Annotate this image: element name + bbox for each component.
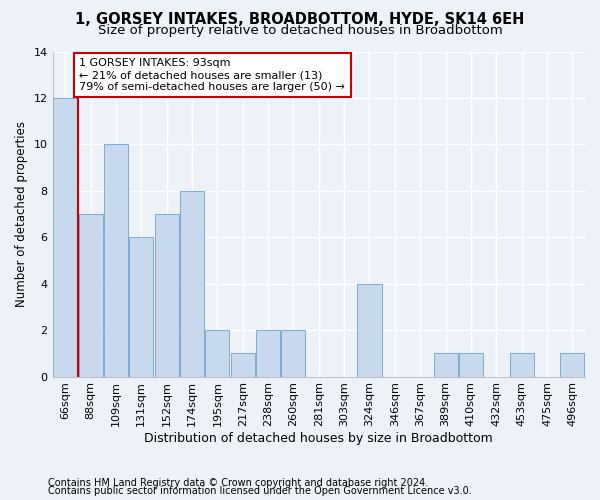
Bar [256, 330, 280, 376]
Bar [180, 191, 204, 376]
Bar [230, 354, 255, 376]
Bar [53, 98, 77, 376]
Bar [560, 354, 584, 376]
Text: 1, GORSEY INTAKES, BROADBOTTOM, HYDE, SK14 6EH: 1, GORSEY INTAKES, BROADBOTTOM, HYDE, SK… [76, 12, 524, 28]
Text: Contains HM Land Registry data © Crown copyright and database right 2024.: Contains HM Land Registry data © Crown c… [48, 478, 428, 488]
Text: Size of property relative to detached houses in Broadbottom: Size of property relative to detached ho… [98, 24, 502, 37]
Bar [358, 284, 382, 376]
Bar [129, 238, 154, 376]
Bar [79, 214, 103, 376]
Text: 1 GORSEY INTAKES: 93sqm
← 21% of detached houses are smaller (13)
79% of semi-de: 1 GORSEY INTAKES: 93sqm ← 21% of detache… [79, 58, 345, 92]
Bar [155, 214, 179, 376]
Bar [434, 354, 458, 376]
Bar [281, 330, 305, 376]
Bar [509, 354, 533, 376]
X-axis label: Distribution of detached houses by size in Broadbottom: Distribution of detached houses by size … [145, 432, 493, 445]
Bar [459, 354, 483, 376]
Bar [205, 330, 229, 376]
Bar [104, 144, 128, 376]
Text: Contains public sector information licensed under the Open Government Licence v3: Contains public sector information licen… [48, 486, 472, 496]
Y-axis label: Number of detached properties: Number of detached properties [15, 121, 28, 307]
